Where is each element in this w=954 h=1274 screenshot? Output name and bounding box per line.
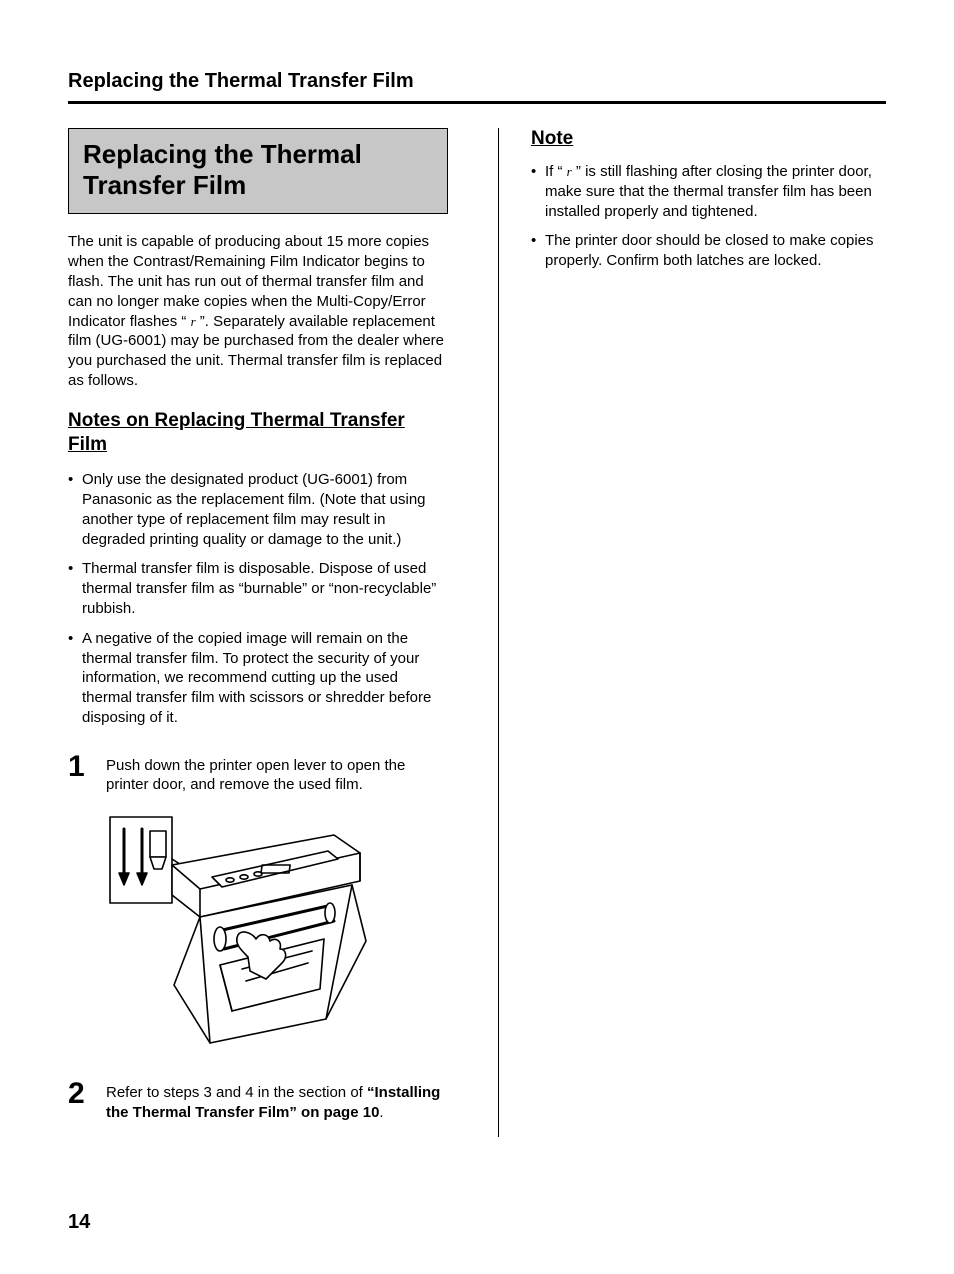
- printer-open-diagram-icon: [102, 809, 372, 1059]
- intro-paragraph: The unit is capable of producing about 1…: [68, 232, 448, 390]
- note-item1-b: ” is still flashing after closing the pr…: [545, 163, 872, 220]
- header-rule: [68, 101, 886, 104]
- printer-illustration: [102, 809, 372, 1059]
- step2-text-c: .: [379, 1104, 383, 1121]
- step2-text-a: Refer to steps 3 and 4 in the section of: [106, 1084, 367, 1101]
- list-item: Only use the designated product (UG-6001…: [68, 470, 448, 549]
- step-2: 2 Refer to steps 3 and 4 in the section …: [68, 1079, 448, 1123]
- note-heading: Note: [531, 128, 878, 150]
- list-item: If “ r ” is still flashing after closing…: [531, 162, 878, 221]
- step-text: Refer to steps 3 and 4 in the section of…: [106, 1079, 448, 1123]
- list-item: A negative of the copied image will rema…: [68, 629, 448, 728]
- step-number: 1: [68, 752, 88, 796]
- step-number: 2: [68, 1079, 88, 1123]
- step-text: Push down the printer open lever to open…: [106, 752, 448, 796]
- right-column: Note If “ r ” is still flashing after cl…: [498, 128, 878, 1137]
- step-1: 1 Push down the printer open lever to op…: [68, 752, 448, 796]
- section-title: Replacing the Thermal Transfer Film: [83, 139, 433, 201]
- note-item1-a: If “: [545, 163, 567, 180]
- notes-list: Only use the designated product (UG-6001…: [68, 470, 448, 728]
- note-list: If “ r ” is still flashing after closing…: [531, 162, 878, 271]
- notes-subheading: Notes on Replacing Thermal Transfer Film: [68, 409, 448, 458]
- list-item: Thermal transfer film is disposable. Dis…: [68, 559, 448, 618]
- section-title-box: Replacing the Thermal Transfer Film: [68, 128, 448, 214]
- left-column: Replacing the Thermal Transfer Film The …: [68, 128, 468, 1137]
- running-header: Replacing the Thermal Transfer Film: [68, 70, 886, 93]
- two-column-layout: Replacing the Thermal Transfer Film The …: [68, 128, 886, 1137]
- page-number: 14: [68, 1211, 90, 1234]
- list-item: The printer door should be closed to mak…: [531, 231, 878, 271]
